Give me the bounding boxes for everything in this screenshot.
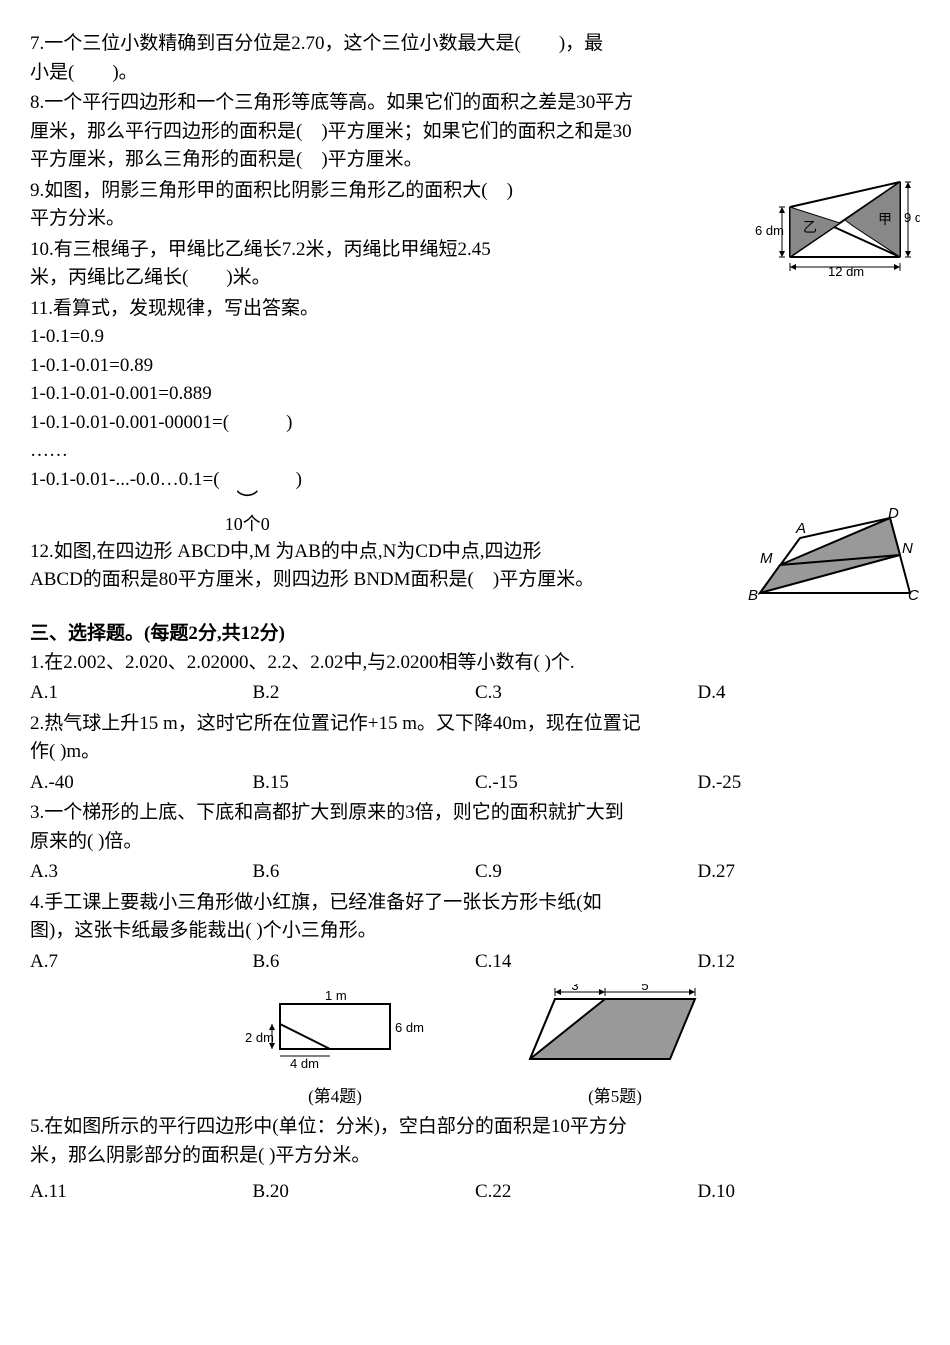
c5-caption: (第5题) [515, 1084, 715, 1110]
c2-opt-c: C.-15 [475, 769, 698, 798]
c3-opt-c: C.9 [475, 858, 698, 887]
c2-opt-a: A.-40 [30, 769, 253, 798]
c5-opt-b: B.20 [253, 1178, 476, 1207]
c3-line1: 3.一个梯形的上底、下底和高都扩大到原来的3倍，则它的面积就扩大到 [30, 802, 624, 823]
choice-2-options: A.-40 B.15 C.-15 D.-25 [30, 769, 920, 798]
c4-figure: 1 m 2 dm 4 dm 6 dm (第4题) [235, 984, 435, 1109]
c4-caption: (第4题) [235, 1084, 435, 1110]
q11-eq4: 1-0.1-0.01-0.001-00001=( ) [30, 412, 292, 433]
choice-5-options: A.11 B.20 C.22 D.10 [30, 1178, 920, 1207]
q8-line1: 8.一个平行四边形和一个三角形等底等高。如果它们的面积之差是30平方 [30, 92, 633, 113]
c5-line1: 5.在如图所示的平行四边形中(单位：分米)，空白部分的面积是10平方分 [30, 1116, 627, 1137]
question-7: 7.一个三位小数精确到百分位是2.70，这个三位小数最大是( )，最 小是( )… [30, 30, 920, 87]
choice-4-stem: 4.手工课上要裁小三角形做小红旗，已经准备好了一张长方形卡纸(如 图)，这张卡纸… [30, 889, 920, 946]
choice-4-options: A.7 B.6 C.14 D.12 [30, 948, 920, 977]
q12-B: B [748, 587, 758, 603]
question-11: 11.看算式，发现规律，写出答案。 1-0.1=0.9 1-0.1-0.01=0… [30, 295, 920, 536]
choice-1-options: A.1 B.2 C.3 D.4 [30, 679, 920, 708]
question-8: 8.一个平行四边形和一个三角形等底等高。如果它们的面积之差是30平方 厘米，那么… [30, 89, 920, 175]
c4-top: 1 m [325, 988, 347, 1003]
c5-seg1: 3 [571, 984, 578, 993]
c5-figure: 3 5 (第5题) [515, 984, 715, 1109]
q12-figure: A B C D M N [740, 508, 920, 613]
c3-line2: 原来的( )倍。 [30, 831, 142, 852]
c1-opt-c: C.3 [475, 679, 698, 708]
q11-under-label: 10个0 [225, 514, 270, 534]
c3-opt-b: B.6 [253, 858, 476, 887]
choice-2-stem: 2.热气球上升15 m，这时它所在位置记作+15 m。又下降40m，现在位置记 … [30, 710, 920, 767]
c1-opt-d: D.4 [698, 679, 921, 708]
c2-opt-d: D.-25 [698, 769, 921, 798]
q11-arc: ︶ [236, 489, 258, 514]
c3-opt-d: D.27 [698, 858, 921, 887]
q9-figure: 甲 乙 6 dm 9 dm 12 dm [750, 177, 920, 287]
choice-3-options: A.3 B.6 C.9 D.27 [30, 858, 920, 887]
c3-opt-a: A.3 [30, 858, 253, 887]
c5-opt-d: D.10 [698, 1178, 921, 1207]
q12-line2: ABCD的面积是80平方厘米，则四边形 BNDM面积是( )平方厘米。 [30, 569, 594, 590]
c4-opt-d: D.12 [698, 948, 921, 977]
q9-h1: 6 dm [755, 223, 784, 238]
q10-line2: 米，丙绳比乙绳长( )米。 [30, 267, 271, 288]
q11-underbrace: ︶ 10个0 [225, 494, 270, 536]
q11-dots: …… [30, 440, 68, 461]
c2-line1: 2.热气球上升15 m，这时它所在位置记作+15 m。又下降40m，现在位置记 [30, 713, 641, 734]
c4-line2: 图)，这张卡纸最多能裁出( )个小三角形。 [30, 920, 377, 941]
q9-line2: 平方分米。 [30, 208, 125, 229]
q10-line1: 10.有三根绳子，甲绳比乙绳长7.2米，丙绳比甲绳短2.45 [30, 239, 491, 260]
q11-eq1: 1-0.1=0.9 [30, 326, 104, 347]
q9-jia: 甲 [878, 211, 892, 227]
figures-row: 1 m 2 dm 4 dm 6 dm (第4题) [30, 984, 920, 1109]
c5-opt-c: C.22 [475, 1178, 698, 1207]
c4-side: 6 dm [395, 1020, 424, 1035]
q11-eq2: 1-0.1-0.01=0.89 [30, 355, 153, 376]
q12-line1: 12.如图,在四边形 ABCD中,M 为AB的中点,N为CD中点,四边形 [30, 541, 541, 562]
choice-3-stem: 3.一个梯形的上底、下底和高都扩大到原来的3倍，则它的面积就扩大到 原来的( )… [30, 799, 920, 856]
q9-base: 12 dm [828, 264, 864, 277]
q12-A: A [795, 520, 806, 537]
q7-line2: 小是( )。 [30, 62, 138, 83]
c4-opt-c: C.14 [475, 948, 698, 977]
section-3-title: 三、选择题。(每题2分,共12分) [30, 620, 920, 649]
q11-title: 11.看算式，发现规律，写出答案。 [30, 298, 319, 319]
c2-opt-b: B.15 [253, 769, 476, 798]
q9-yi: 乙 [803, 219, 817, 235]
c4-line1: 4.手工课上要裁小三角形做小红旗，已经准备好了一张长方形卡纸(如 [30, 892, 602, 913]
c5-opt-a: A.11 [30, 1178, 253, 1207]
choice-1-stem: 1.在2.002、2.020、2.02000、2.2、2.02中,与2.0200… [30, 649, 920, 678]
q12-C: C [908, 587, 919, 603]
choice-5-stem: 5.在如图所示的平行四边形中(单位：分米)，空白部分的面积是10平方分 米，那么… [30, 1113, 920, 1170]
c4-opt-a: A.7 [30, 948, 253, 977]
c4-opt-b: B.6 [253, 948, 476, 977]
c1-opt-a: A.1 [30, 679, 253, 708]
c2-line2: 作( )m。 [30, 741, 100, 762]
c1-opt-b: B.2 [253, 679, 476, 708]
c5-seg2: 5 [641, 984, 648, 993]
q11-eq3: 1-0.1-0.01-0.001=0.889 [30, 383, 212, 404]
q11-eq5: 1-0.1-0.01-...-0.0…0.1=( ) [30, 469, 302, 490]
q7-line1: 7.一个三位小数精确到百分位是2.70，这个三位小数最大是( )，最 [30, 33, 603, 54]
q9-line1: 9.如图，阴影三角形甲的面积比阴影三角形乙的面积大( ) [30, 180, 513, 201]
q8-line2: 厘米，那么平行四边形的面积是( )平方厘米；如果它们的面积之和是30 [30, 121, 632, 142]
c4-base: 4 dm [290, 1056, 319, 1071]
q12-N: N [902, 540, 913, 557]
q12-M: M [760, 550, 773, 567]
c5-line2: 米，那么阴影部分的面积是( )平方分米。 [30, 1145, 370, 1166]
q9-h2: 9 dm [904, 210, 920, 225]
q8-line3: 平方厘米，那么三角形的面积是( )平方厘米。 [30, 149, 423, 170]
c4-h: 2 dm [245, 1030, 274, 1045]
q12-D: D [888, 508, 899, 522]
